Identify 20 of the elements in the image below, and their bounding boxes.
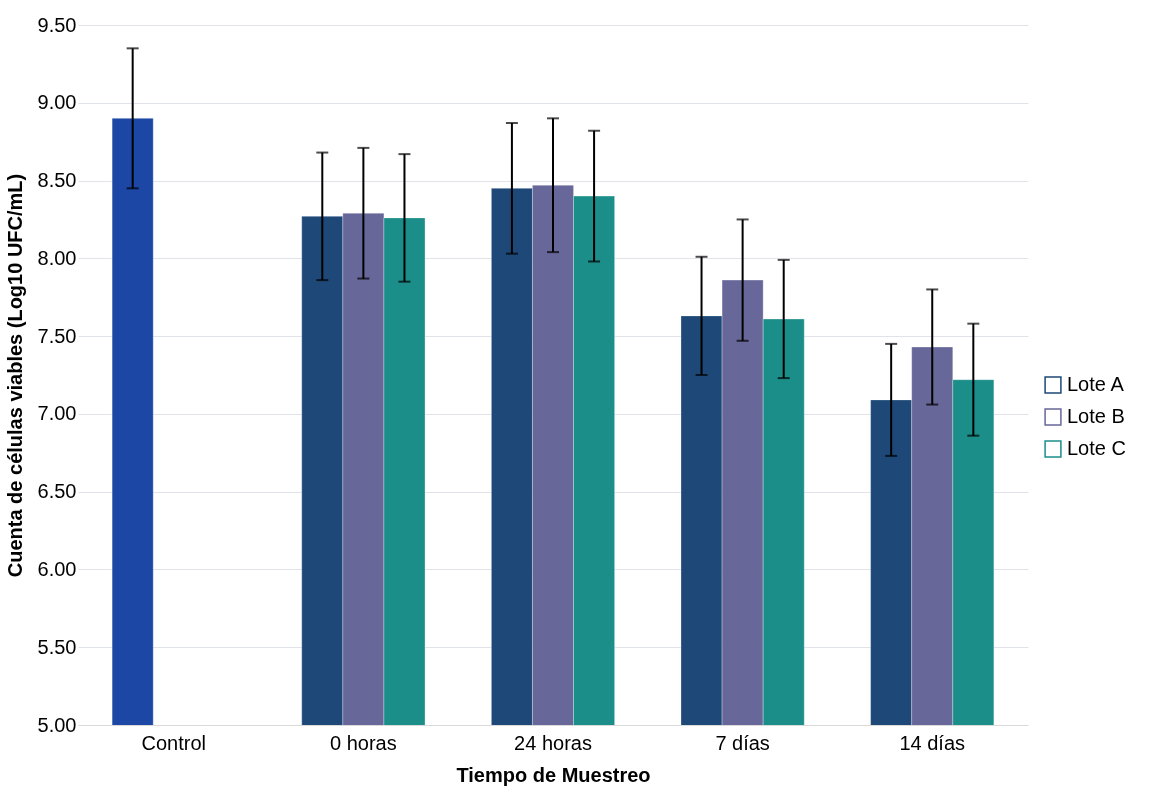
y-tick-label: 8.00 (37, 246, 77, 269)
y-tick-label: 9.50 (37, 13, 77, 36)
x-tick-label: 0 horas (330, 731, 397, 754)
y-tick-label: 7.00 (37, 402, 77, 425)
y-tick-label: 5.50 (37, 635, 77, 658)
legend-label: Lote C (1067, 437, 1126, 459)
legend-label: Lote A (1067, 373, 1125, 395)
x-axis-title: Tiempo de Muestreo (456, 763, 651, 786)
legend-label: Lote B (1067, 405, 1125, 427)
x-tick-label: 7 días (715, 731, 770, 754)
x-tick-label: 24 horas (514, 731, 592, 754)
y-tick-label: 9.00 (37, 91, 77, 114)
y-axis-title: Cuenta de células viables (Log10 UFC/mL) (3, 173, 26, 578)
y-tick-label: 5.00 (37, 713, 77, 736)
x-tick-label: 14 días (899, 731, 966, 754)
y-tick-label: 7.50 (37, 324, 77, 347)
y-tick-label: 6.00 (37, 557, 77, 580)
y-tick-label: 6.50 (37, 480, 77, 503)
x-tick-label: Control (141, 731, 206, 754)
y-tick-label: 8.50 (37, 169, 77, 192)
